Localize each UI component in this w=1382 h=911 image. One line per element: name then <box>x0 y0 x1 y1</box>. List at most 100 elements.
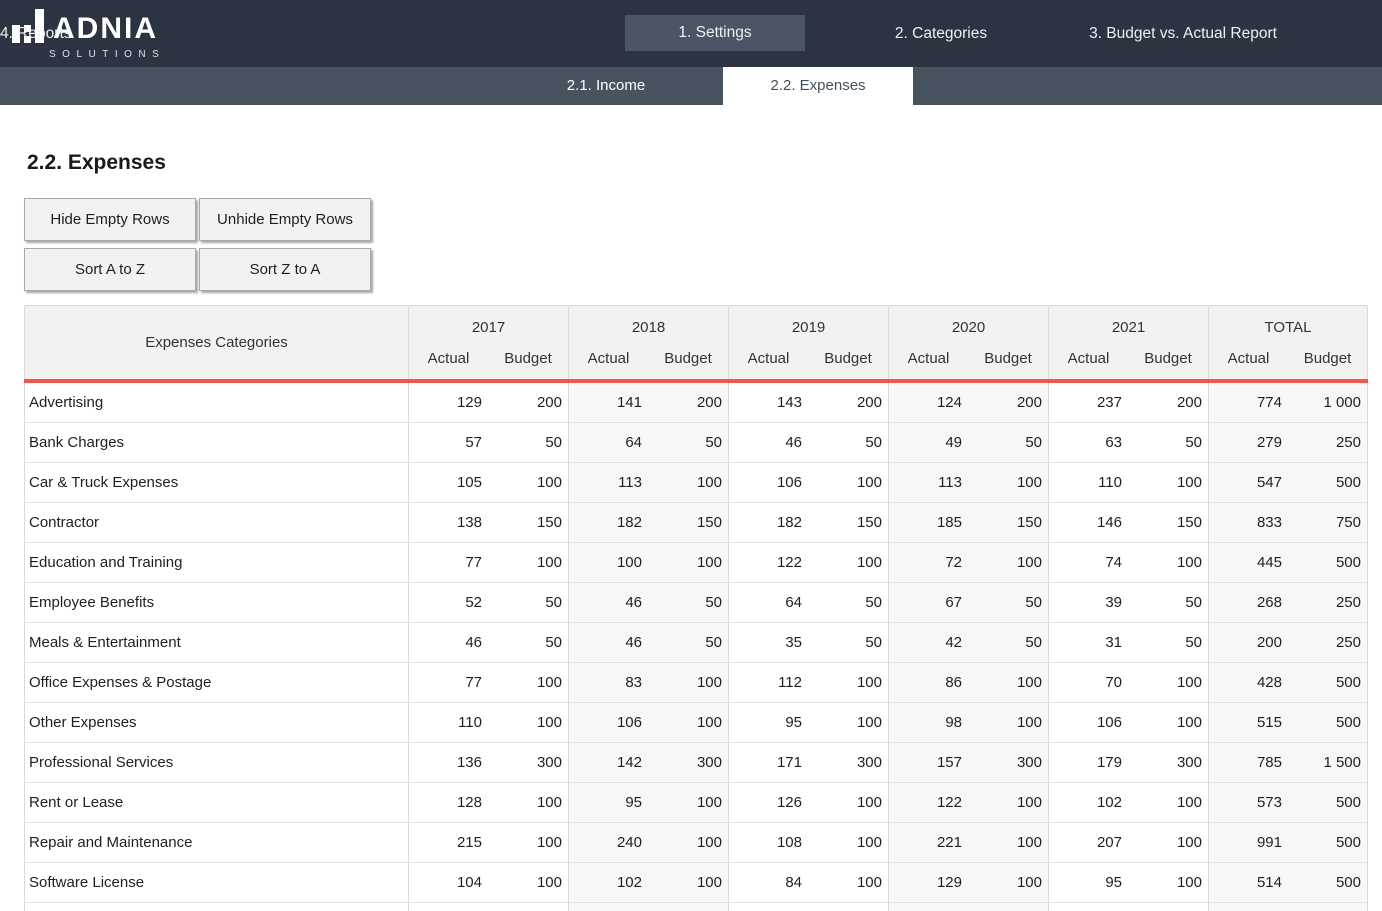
value-cell[interactable]: 100 <box>648 663 728 703</box>
value-cell[interactable]: 785 <box>1208 743 1288 783</box>
value-cell[interactable]: 50 <box>808 423 888 463</box>
value-cell[interactable]: 129 <box>888 863 968 903</box>
value-cell[interactable]: 515 <box>1208 703 1288 743</box>
value-cell[interactable]: 113 <box>888 463 968 503</box>
value-cell[interactable]: 100 <box>1128 783 1208 823</box>
value-cell[interactable]: 100 <box>968 783 1048 823</box>
value-cell[interactable]: 138 <box>408 503 488 543</box>
value-cell[interactable]: 200 <box>488 383 568 423</box>
value-cell[interactable]: 150 <box>488 503 568 543</box>
value-cell[interactable]: 157 <box>888 743 968 783</box>
value-cell[interactable]: 100 <box>808 783 888 823</box>
value-cell[interactable]: 991 <box>1208 823 1288 863</box>
value-cell[interactable]: 49 <box>888 423 968 463</box>
value-cell[interactable]: 142 <box>568 743 648 783</box>
value-cell[interactable]: 200 <box>808 383 888 423</box>
value-cell[interactable]: 124 <box>888 383 968 423</box>
value-cell[interactable]: 52 <box>408 583 488 623</box>
value-cell[interactable]: 57 <box>408 423 488 463</box>
value-cell[interactable]: 100 <box>1128 463 1208 503</box>
value-cell[interactable] <box>968 903 1048 911</box>
value-cell[interactable]: 100 <box>808 823 888 863</box>
value-cell[interactable]: 500 <box>1288 823 1368 863</box>
value-cell[interactable]: 100 <box>1128 663 1208 703</box>
value-cell[interactable]: 50 <box>648 583 728 623</box>
value-cell[interactable]: 100 <box>968 663 1048 703</box>
value-cell[interactable]: 106 <box>728 463 808 503</box>
value-cell[interactable]: 106 <box>1048 703 1128 743</box>
value-cell[interactable]: 100 <box>808 663 888 703</box>
value-cell[interactable]: 126 <box>728 783 808 823</box>
value-cell[interactable] <box>808 903 888 911</box>
value-cell[interactable]: 122 <box>728 543 808 583</box>
value-cell[interactable] <box>1208 903 1288 911</box>
value-cell[interactable]: 110 <box>408 703 488 743</box>
value-cell[interactable]: 100 <box>648 783 728 823</box>
value-cell[interactable]: 102 <box>568 863 648 903</box>
value-cell[interactable]: 100 <box>968 863 1048 903</box>
value-cell[interactable]: 200 <box>648 383 728 423</box>
category-cell[interactable]: Professional Services <box>24 743 408 783</box>
value-cell[interactable]: 200 <box>1208 623 1288 663</box>
value-cell[interactable]: 215 <box>408 823 488 863</box>
value-cell[interactable]: 207 <box>1048 823 1128 863</box>
sort-z-to-a-button[interactable]: Sort Z to A <box>199 248 371 291</box>
value-cell[interactable]: 50 <box>648 623 728 663</box>
value-cell[interactable]: 268 <box>1208 583 1288 623</box>
value-cell[interactable]: 171 <box>728 743 808 783</box>
value-cell[interactable]: 31 <box>1048 623 1128 663</box>
value-cell[interactable]: 300 <box>968 743 1048 783</box>
value-cell[interactable] <box>488 903 568 911</box>
value-cell[interactable]: 300 <box>1128 743 1208 783</box>
value-cell[interactable]: 95 <box>728 703 808 743</box>
value-cell[interactable]: 46 <box>568 583 648 623</box>
value-cell[interactable]: 46 <box>568 623 648 663</box>
value-cell[interactable]: 63 <box>1048 423 1128 463</box>
value-cell[interactable]: 141 <box>568 383 648 423</box>
value-cell[interactable]: 136 <box>408 743 488 783</box>
value-cell[interactable]: 833 <box>1208 503 1288 543</box>
value-cell[interactable]: 100 <box>1128 823 1208 863</box>
category-cell[interactable]: Bank Charges <box>24 423 408 463</box>
category-cell[interactable]: Contractor <box>24 503 408 543</box>
value-cell[interactable]: 72 <box>888 543 968 583</box>
value-cell[interactable]: 146 <box>1048 503 1128 543</box>
value-cell[interactable] <box>728 903 808 911</box>
value-cell[interactable]: 77 <box>408 543 488 583</box>
category-cell[interactable]: Employee Benefits <box>24 583 408 623</box>
value-cell[interactable]: 50 <box>968 583 1048 623</box>
value-cell[interactable]: 95 <box>568 783 648 823</box>
sub-nav-tab-2-2-expenses[interactable]: 2.2. Expenses <box>723 67 913 105</box>
value-cell[interactable] <box>648 903 728 911</box>
category-cell[interactable]: Software License <box>24 863 408 903</box>
value-cell[interactable]: 50 <box>1128 423 1208 463</box>
value-cell[interactable]: 100 <box>1128 863 1208 903</box>
value-cell[interactable]: 428 <box>1208 663 1288 703</box>
value-cell[interactable]: 100 <box>968 543 1048 583</box>
value-cell[interactable]: 112 <box>728 663 808 703</box>
top-nav-item-2-categories[interactable]: 2. Categories <box>895 0 987 67</box>
category-cell[interactable]: Education and Training <box>24 543 408 583</box>
value-cell[interactable]: 100 <box>488 863 568 903</box>
value-cell[interactable]: 150 <box>1128 503 1208 543</box>
value-cell[interactable]: 64 <box>568 423 648 463</box>
value-cell[interactable]: 150 <box>808 503 888 543</box>
top-nav-item-3-budget-vs-actual-report[interactable]: 3. Budget vs. Actual Report <box>1089 0 1277 67</box>
value-cell[interactable]: 200 <box>968 383 1048 423</box>
value-cell[interactable]: 300 <box>808 743 888 783</box>
category-cell[interactable]: Office Expenses & Postage <box>24 663 408 703</box>
value-cell[interactable]: 84 <box>728 863 808 903</box>
value-cell[interactable]: 100 <box>488 783 568 823</box>
value-cell[interactable]: 110 <box>1048 463 1128 503</box>
value-cell[interactable]: 500 <box>1288 783 1368 823</box>
value-cell[interactable]: 500 <box>1288 463 1368 503</box>
value-cell[interactable]: 100 <box>648 463 728 503</box>
sort-a-to-z-button[interactable]: Sort A to Z <box>24 248 196 291</box>
value-cell[interactable]: 46 <box>408 623 488 663</box>
value-cell[interactable]: 279 <box>1208 423 1288 463</box>
value-cell[interactable]: 445 <box>1208 543 1288 583</box>
value-cell[interactable]: 42 <box>888 623 968 663</box>
value-cell[interactable]: 500 <box>1288 543 1368 583</box>
value-cell[interactable] <box>568 903 648 911</box>
value-cell[interactable]: 98 <box>888 703 968 743</box>
